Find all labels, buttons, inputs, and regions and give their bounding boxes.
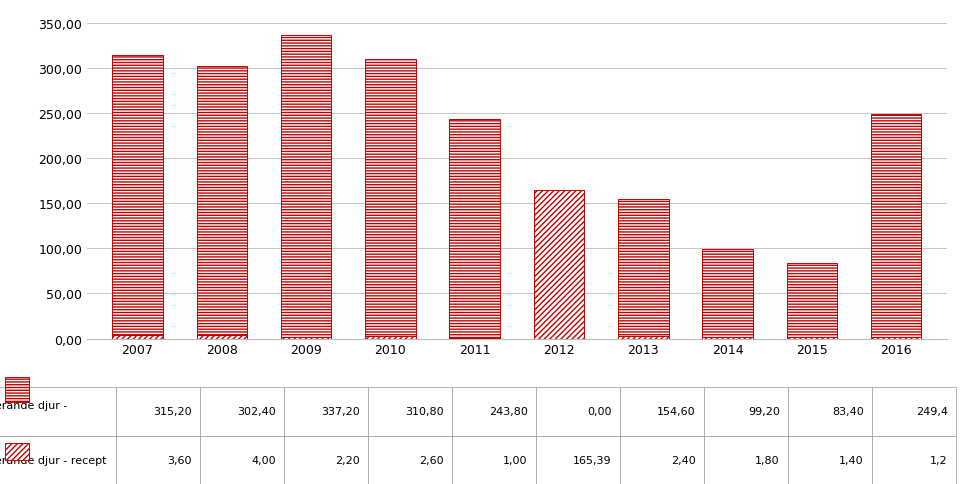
Bar bbox=[618, 337, 668, 339]
Bar bbox=[786, 337, 838, 339]
Bar bbox=[533, 190, 584, 339]
Bar bbox=[365, 60, 415, 339]
Bar bbox=[112, 56, 163, 339]
Bar bbox=[870, 115, 922, 339]
Bar bbox=[870, 338, 922, 339]
Bar bbox=[112, 335, 163, 339]
Bar bbox=[702, 250, 753, 339]
Bar bbox=[786, 264, 838, 339]
Bar bbox=[196, 335, 247, 339]
Bar bbox=[618, 200, 668, 339]
Bar bbox=[702, 337, 753, 339]
Bar bbox=[449, 120, 500, 339]
Bar bbox=[281, 337, 331, 339]
Bar bbox=[449, 338, 500, 339]
Bar bbox=[281, 36, 331, 339]
Bar bbox=[196, 67, 247, 339]
Bar bbox=[365, 336, 415, 339]
